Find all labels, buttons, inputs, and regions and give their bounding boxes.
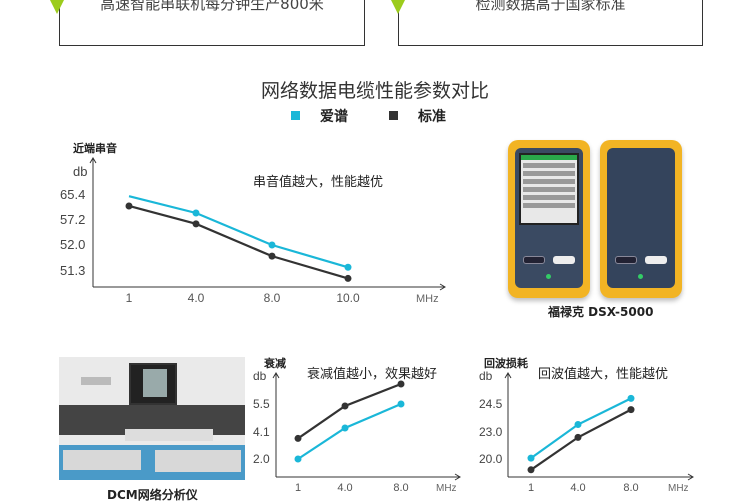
data-point-standard xyxy=(627,406,635,414)
y-tick-label: 23.0 xyxy=(479,425,503,439)
x-tick-label: 4.0 xyxy=(337,482,352,494)
x-axis-label: MHz xyxy=(436,483,457,494)
data-point-standard xyxy=(527,466,535,474)
series-line-aipu xyxy=(128,195,349,269)
y-tick-label: 65.4 xyxy=(60,187,85,202)
data-point-aipu xyxy=(192,209,200,217)
series-line-aipu xyxy=(297,402,402,460)
x-tick-label: 1 xyxy=(528,482,534,494)
y-tick-label: 2.0 xyxy=(253,452,270,466)
chart-title-next: 近端串音 xyxy=(73,142,117,155)
x-tick-label: 4.0 xyxy=(188,291,205,305)
dcm-analyzer-image xyxy=(59,357,245,480)
chart-title-attenuation: 衰减 xyxy=(264,357,286,370)
x-tick-label: 4.0 xyxy=(570,482,585,494)
banner-text: 检测数据高于国家标准 xyxy=(475,0,626,13)
data-point-standard xyxy=(344,274,352,282)
chart-annotation: 串音值越大，性能越优 xyxy=(253,174,383,189)
data-point-standard xyxy=(192,220,200,228)
x-axis-label: MHz xyxy=(416,293,439,305)
y-axis-arrow-icon xyxy=(504,372,512,379)
y-tick-label: 51.3 xyxy=(60,263,85,278)
legend-label-standard: 标准 xyxy=(418,109,446,125)
y-tick-label: 52.0 xyxy=(60,237,85,252)
fluke-remote-unit-image xyxy=(600,140,682,298)
data-point-aipu xyxy=(397,400,405,408)
x-axis-label: MHz xyxy=(668,483,689,494)
y-axis-arrow-icon xyxy=(272,372,280,379)
y-axis-label: db xyxy=(73,164,87,179)
data-point-aipu xyxy=(527,454,535,462)
chart-annotation: 衰减值越小，效果越好 xyxy=(307,366,437,381)
legend-label-aipu: 爱谱 xyxy=(320,109,348,125)
chart-title-return-loss: 回波损耗 xyxy=(484,357,528,370)
chart-annotation: 回波值越大，性能越优 xyxy=(538,366,668,381)
data-point-aipu xyxy=(574,421,582,429)
x-tick-label: 8.0 xyxy=(393,482,408,494)
data-point-aipu xyxy=(341,424,349,432)
x-tick-label: 8.0 xyxy=(623,482,638,494)
series-line-aipu xyxy=(530,397,632,459)
data-point-standard xyxy=(341,402,349,410)
data-point-standard xyxy=(125,202,133,210)
data-point-standard xyxy=(574,433,582,441)
data-point-aipu xyxy=(627,394,635,402)
banner-production-speed: 高速智能串联机每分钟生产800米 xyxy=(59,0,365,46)
fluke-main-unit-image xyxy=(508,140,590,298)
series-line-standard xyxy=(530,408,632,471)
x-axis-arrow-icon xyxy=(454,473,461,481)
x-tick-label: 1 xyxy=(295,482,301,494)
analyzer-caption: DCM网络分析仪 xyxy=(107,488,198,502)
data-point-standard xyxy=(294,434,302,442)
legend-swatch-aipu xyxy=(291,111,300,120)
section-title: 网络数据电缆性能参数对比 xyxy=(260,80,489,102)
data-point-standard xyxy=(268,252,276,260)
y-tick-label: 5.5 xyxy=(253,397,270,411)
x-tick-label: 10.0 xyxy=(336,291,360,305)
data-point-aipu xyxy=(268,241,276,249)
data-point-aipu xyxy=(294,455,302,463)
data-point-standard xyxy=(397,380,405,388)
data-point-aipu xyxy=(344,263,352,271)
y-tick-label: 57.2 xyxy=(60,212,85,227)
x-axis-arrow-icon xyxy=(439,283,446,291)
series-line-standard xyxy=(128,204,349,280)
device-caption: 福禄克 DSX-5000 xyxy=(548,305,654,319)
green-triangle-icon xyxy=(391,0,405,14)
x-axis-arrow-icon xyxy=(687,473,694,481)
x-tick-label: 8.0 xyxy=(264,291,281,305)
banner-test-standard: 检测数据高于国家标准 xyxy=(398,0,703,46)
banner-text: 高速智能串联机每分钟生产800米 xyxy=(100,0,324,13)
y-tick-label: 20.0 xyxy=(479,452,503,466)
legend-swatch-standard xyxy=(389,111,398,120)
y-axis-arrow-icon xyxy=(89,157,97,164)
x-tick-label: 1 xyxy=(126,291,133,305)
green-triangle-icon xyxy=(50,0,64,14)
y-tick-label: 4.1 xyxy=(253,425,270,439)
y-axis-label: db xyxy=(253,369,267,383)
y-tick-label: 24.5 xyxy=(479,397,503,411)
y-axis-label: db xyxy=(479,369,493,383)
